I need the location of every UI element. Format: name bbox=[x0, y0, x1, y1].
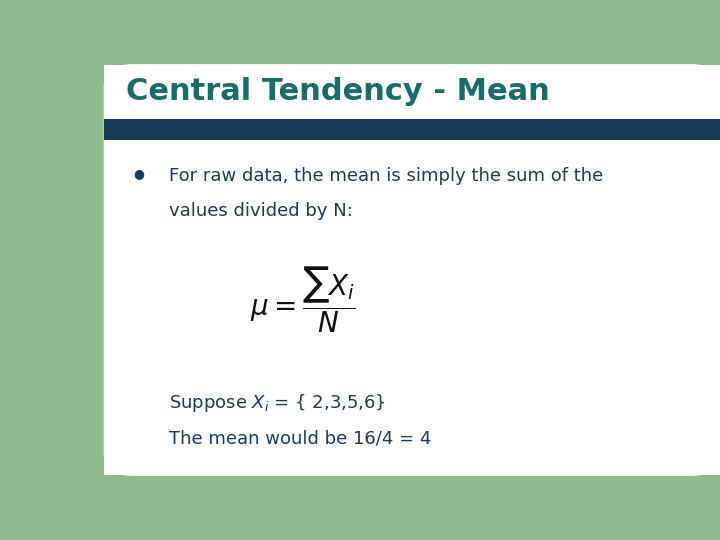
FancyBboxPatch shape bbox=[104, 65, 720, 475]
Text: The mean would be 16/4 = 4: The mean would be 16/4 = 4 bbox=[169, 429, 431, 447]
Text: Suppose $X_i$ = { 2,3,5,6}: Suppose $X_i$ = { 2,3,5,6} bbox=[169, 392, 386, 414]
Text: Central Tendency - Mean: Central Tendency - Mean bbox=[126, 77, 550, 106]
Text: values divided by N:: values divided by N: bbox=[169, 202, 353, 220]
Text: ●: ● bbox=[133, 167, 144, 180]
Text: $\mu = \dfrac{\sum X_i}{N}$: $\mu = \dfrac{\sum X_i}{N}$ bbox=[250, 265, 355, 335]
Bar bbox=[104, 65, 720, 475]
Bar bbox=[104, 119, 720, 140]
Text: For raw data, the mean is simply the sum of the: For raw data, the mean is simply the sum… bbox=[169, 167, 603, 185]
